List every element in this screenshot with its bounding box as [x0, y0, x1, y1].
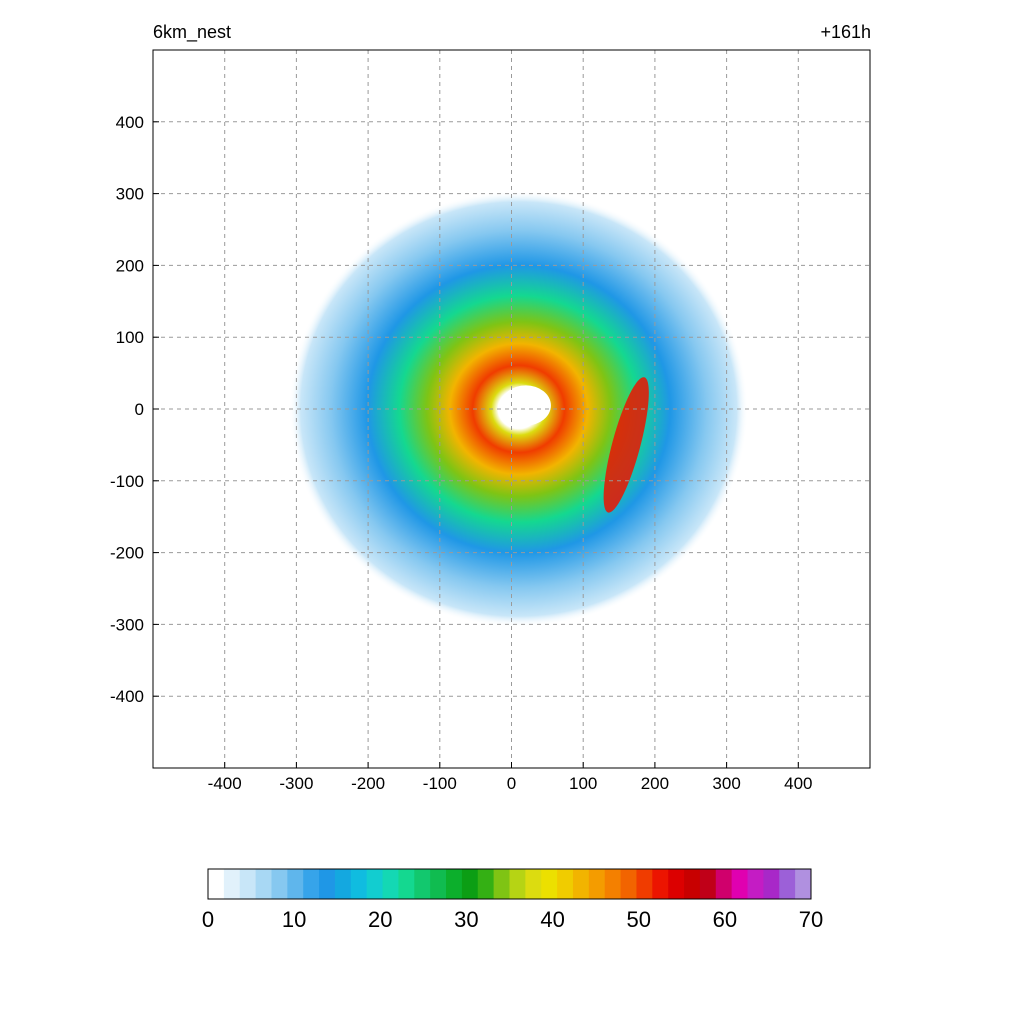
colorbar-swatch — [509, 869, 526, 899]
colorbar-swatch — [572, 869, 590, 899]
y-tick-label: 0 — [135, 400, 144, 419]
colorbar-swatch — [525, 869, 542, 899]
colorbar-swatch — [795, 869, 812, 899]
colorbar-label: 60 — [713, 907, 737, 932]
wind-field — [289, 191, 749, 627]
colorbar-swatch — [763, 869, 780, 899]
x-tick-label: 0 — [507, 774, 516, 793]
forecast-hour-label: +161h — [820, 22, 871, 42]
y-tick-label: 400 — [116, 113, 144, 132]
y-tick-label: 200 — [116, 256, 144, 275]
y-tick-label: 100 — [116, 328, 144, 347]
colorbar-label: 20 — [368, 907, 392, 932]
colorbar-swatch — [604, 869, 622, 899]
colorbar-swatch — [747, 869, 764, 899]
outer-rainband — [603, 377, 649, 513]
colorbar-swatch — [652, 869, 669, 899]
colorbar-label: 40 — [540, 907, 564, 932]
colorbar-swatch — [334, 869, 352, 899]
x-tick-label: 200 — [641, 774, 669, 793]
storm-eye — [500, 385, 551, 426]
colorbar-swatch — [319, 869, 336, 899]
colorbar-swatch — [588, 869, 606, 899]
x-tick-label: -200 — [351, 774, 385, 793]
colorbar-swatch — [715, 869, 733, 899]
colorbar-swatch — [287, 869, 304, 899]
colorbar-label: 30 — [454, 907, 478, 932]
colorbar-swatch — [446, 869, 463, 899]
colorbar-swatch — [684, 869, 701, 899]
colorbar-swatch — [382, 869, 399, 899]
colorbar-swatch — [779, 869, 796, 899]
colorbar-swatch — [557, 869, 574, 899]
chart-title: 6km_nest — [153, 22, 232, 42]
colorbar-swatch — [303, 869, 320, 899]
colorbar-swatch — [208, 869, 225, 899]
colorbar-swatch — [223, 869, 241, 899]
colorbar-swatch — [255, 869, 272, 899]
colorbar-swatch — [668, 869, 685, 899]
y-axis: -400 -300 -200 -100 0 100 200 300 400 — [110, 113, 159, 706]
x-tick-label: 400 — [784, 774, 812, 793]
colorbar-swatch — [430, 869, 447, 899]
x-tick-label: 300 — [712, 774, 740, 793]
colorbar: 0 10 20 30 40 50 60 70 — [202, 868, 823, 932]
colorbar-label: 10 — [282, 907, 306, 932]
colorbar-swatch — [620, 869, 637, 899]
colorbar-swatch — [271, 869, 288, 899]
x-axis: -400 -300 -200 -100 0 100 200 300 400 — [208, 762, 812, 793]
colorbar-swatch — [541, 869, 558, 899]
x-tick-label: -400 — [208, 774, 242, 793]
colorbar-swatch — [350, 869, 368, 899]
colorbar-swatch — [414, 869, 431, 899]
x-tick-label: -100 — [423, 774, 457, 793]
x-tick-label: -300 — [279, 774, 313, 793]
y-tick-label: -200 — [110, 544, 144, 563]
colorbar-label: 0 — [202, 907, 214, 932]
colorbar-swatch — [366, 869, 384, 899]
y-tick-label: -300 — [110, 615, 144, 634]
colorbar-label: 70 — [799, 907, 823, 932]
y-tick-label: -100 — [110, 472, 144, 491]
y-tick-label: -400 — [110, 687, 144, 706]
colorbar-swatch — [699, 869, 717, 899]
colorbar-swatch — [477, 869, 495, 899]
colorbar-swatch — [461, 869, 479, 899]
y-tick-label: 300 — [116, 185, 144, 204]
colorbar-swatch — [731, 869, 749, 899]
colorbar-swatch — [398, 869, 415, 899]
colorbar-swatch — [493, 869, 510, 899]
colorbar-label: 50 — [626, 907, 650, 932]
colorbar-swatch — [636, 869, 653, 899]
colorbar-swatch — [239, 869, 257, 899]
colorbar-frame — [207, 868, 812, 900]
x-tick-label: 100 — [569, 774, 597, 793]
